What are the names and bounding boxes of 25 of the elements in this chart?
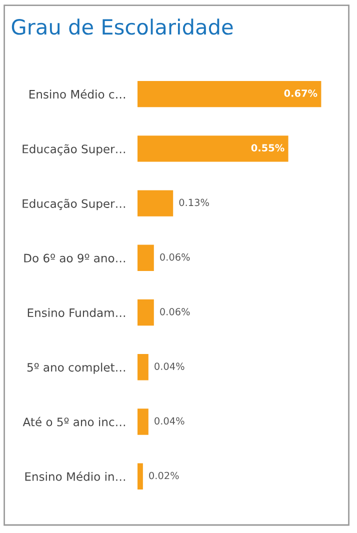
y-tick-label: Educação Super… [22, 198, 125, 210]
y-tick-label: Ensino Médio c… [30, 89, 126, 99]
y-tick-label: Ensino Fundam… [28, 308, 126, 318]
y-tick-label: Do 6º ao 9º ano… [24, 254, 126, 262]
data-label: 0.06% [160, 253, 190, 261]
data-label: 0.02% [149, 472, 179, 480]
data-label: 0.04% [154, 417, 184, 425]
data-label: 0.55% [251, 144, 284, 152]
y-tick-label: Até o 5º ano inc… [22, 416, 126, 426]
data-label: 0.13% [179, 198, 209, 206]
y-tick-label: 5º ano complet… [27, 362, 126, 374]
bar [137, 190, 174, 216]
chart-title: Grau de Escolaridade [12, 18, 233, 35]
bar [137, 463, 143, 490]
y-tick-label: Educação Super… [22, 144, 125, 156]
data-label: 0.06% [160, 308, 190, 316]
data-label: 0.04% [154, 362, 184, 370]
y-tick-label: Ensino Médio in… [25, 472, 126, 481]
bar [137, 244, 154, 272]
bar [137, 299, 154, 326]
data-label: 0.67% [284, 90, 318, 97]
bar [137, 136, 288, 162]
bar [137, 80, 322, 108]
bar [137, 354, 148, 380]
bar [137, 408, 148, 435]
